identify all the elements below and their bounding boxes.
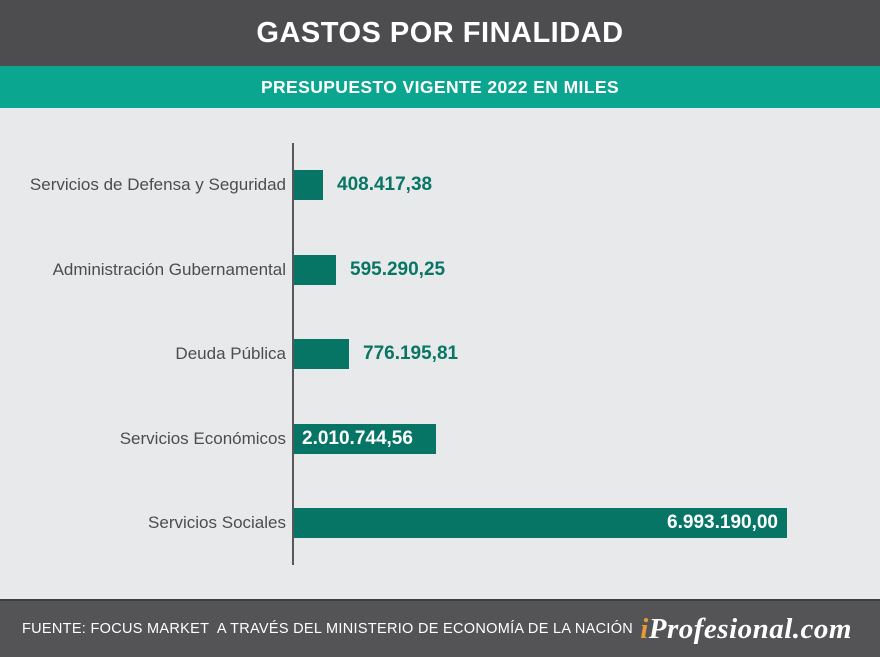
value-label: 408.417,38 <box>337 174 433 195</box>
category-label: Servicios Económicos <box>119 429 286 448</box>
bar <box>294 339 349 369</box>
subtitle-bar: PRESUPUESTO VIGENTE 2022 EN MILES <box>0 66 880 108</box>
category-label: Administración Gubernamental <box>52 260 286 279</box>
chart-row: Servicios Sociales 6.993.190,00 <box>0 508 880 538</box>
value-label: 6.993.190,00 <box>667 512 778 533</box>
chart-row: Servicios de Defensa y Seguridad 408.417,… <box>0 170 880 200</box>
bar: 2.010.744,56 <box>294 424 436 454</box>
bar-chart: Servicios de Defensa y Seguridad 408.417,… <box>0 108 880 599</box>
axis-line <box>292 143 294 565</box>
value-label: 2.010.744,56 <box>302 428 413 449</box>
chart-title: GASTOS POR FINALIDAD <box>256 16 624 49</box>
category-label: Servicios de Defensa y Seguridad <box>29 175 286 194</box>
bar <box>294 255 336 285</box>
value-label: 595.290,25 <box>350 259 446 280</box>
chart-row: Administración Gubernamental 595.290,25 <box>0 255 880 285</box>
category-label: Servicios Sociales <box>148 513 286 532</box>
title-bar: GASTOS POR FINALIDAD <box>0 0 880 66</box>
logo-accent-letter: i <box>640 612 649 645</box>
footer-bar: FUENTE: FOCUS MARKET A TRAVÉS DEL MINIST… <box>0 599 880 657</box>
value-label: 776.195,81 <box>363 343 459 364</box>
bar: 6.993.190,00 <box>294 508 787 538</box>
chart-subtitle: PRESUPUESTO VIGENTE 2022 EN MILES <box>260 76 620 97</box>
source-text: FUENTE: FOCUS MARKET A TRAVÉS DEL MINIST… <box>22 621 634 637</box>
chart-row: Servicios Económicos 2.010.744,56 <box>0 424 880 454</box>
bar <box>294 170 323 200</box>
category-label: Deuda Pública <box>175 344 286 363</box>
logo-rest: Profesional.com <box>648 612 852 645</box>
chart-row: Deuda Pública 776.195,81 <box>0 339 880 369</box>
iprofesional-logo: iProfesional.com <box>640 613 852 646</box>
